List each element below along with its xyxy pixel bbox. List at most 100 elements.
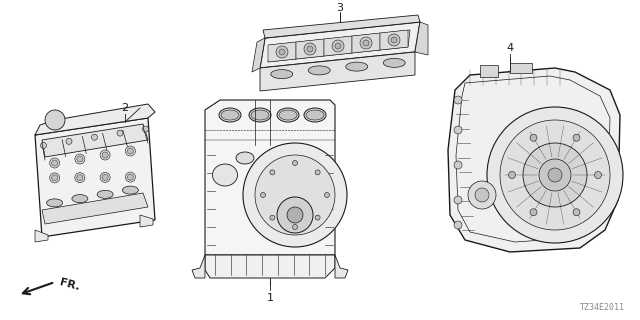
Circle shape <box>530 209 537 216</box>
Ellipse shape <box>221 110 239 120</box>
Circle shape <box>277 197 313 233</box>
Ellipse shape <box>212 164 237 186</box>
Polygon shape <box>260 22 420 68</box>
Polygon shape <box>205 255 335 278</box>
Circle shape <box>573 134 580 141</box>
Polygon shape <box>42 193 148 224</box>
Circle shape <box>315 170 320 175</box>
Circle shape <box>100 172 110 182</box>
Circle shape <box>332 40 344 52</box>
Circle shape <box>304 43 316 55</box>
Circle shape <box>391 37 397 43</box>
Circle shape <box>279 49 285 55</box>
Circle shape <box>127 148 133 154</box>
Polygon shape <box>192 255 205 278</box>
Text: 4: 4 <box>506 43 513 53</box>
Circle shape <box>50 173 60 183</box>
Polygon shape <box>335 255 348 278</box>
Ellipse shape <box>279 110 297 120</box>
Ellipse shape <box>219 108 241 122</box>
Polygon shape <box>263 15 420 38</box>
Ellipse shape <box>122 186 138 194</box>
Polygon shape <box>252 38 265 72</box>
Polygon shape <box>140 215 153 227</box>
Circle shape <box>388 34 400 46</box>
Polygon shape <box>205 100 335 255</box>
Bar <box>480 65 498 77</box>
Ellipse shape <box>251 110 269 120</box>
Circle shape <box>77 175 83 180</box>
Circle shape <box>454 126 462 134</box>
Circle shape <box>454 161 462 169</box>
Circle shape <box>595 172 602 179</box>
Circle shape <box>276 46 288 58</box>
Circle shape <box>270 170 275 175</box>
Circle shape <box>102 174 108 180</box>
Text: FR.: FR. <box>58 277 81 292</box>
Polygon shape <box>35 104 155 135</box>
Circle shape <box>45 110 65 130</box>
Ellipse shape <box>346 62 368 71</box>
Ellipse shape <box>72 195 88 203</box>
Circle shape <box>287 207 303 223</box>
Circle shape <box>548 168 562 182</box>
Circle shape <box>100 150 110 160</box>
Circle shape <box>52 160 58 166</box>
Circle shape <box>92 134 97 140</box>
Ellipse shape <box>97 190 113 198</box>
Circle shape <box>454 196 462 204</box>
Circle shape <box>360 37 372 49</box>
Circle shape <box>500 120 610 230</box>
Circle shape <box>52 175 58 181</box>
Circle shape <box>117 130 123 136</box>
Text: 2: 2 <box>122 103 129 113</box>
Polygon shape <box>380 30 408 50</box>
Circle shape <box>307 46 313 52</box>
Ellipse shape <box>47 199 63 207</box>
Polygon shape <box>296 39 324 59</box>
Ellipse shape <box>277 108 299 122</box>
Circle shape <box>363 40 369 46</box>
Circle shape <box>324 193 330 197</box>
Polygon shape <box>42 124 148 157</box>
Circle shape <box>77 156 83 162</box>
Circle shape <box>539 159 571 191</box>
Circle shape <box>125 172 136 182</box>
Bar <box>510 63 532 73</box>
Ellipse shape <box>236 152 254 164</box>
Circle shape <box>292 225 298 229</box>
Circle shape <box>143 126 148 132</box>
Circle shape <box>243 143 347 247</box>
Circle shape <box>315 215 320 220</box>
Circle shape <box>573 209 580 216</box>
Circle shape <box>509 172 515 179</box>
Circle shape <box>292 161 298 165</box>
Polygon shape <box>324 36 352 56</box>
Polygon shape <box>415 22 428 55</box>
Circle shape <box>454 96 462 104</box>
Polygon shape <box>268 42 296 62</box>
Circle shape <box>475 188 489 202</box>
Polygon shape <box>35 230 48 242</box>
Circle shape <box>255 155 335 235</box>
Ellipse shape <box>383 58 405 68</box>
Circle shape <box>468 181 496 209</box>
Polygon shape <box>352 33 380 53</box>
Polygon shape <box>448 68 620 252</box>
Text: 3: 3 <box>337 3 344 13</box>
Ellipse shape <box>308 66 330 75</box>
Circle shape <box>75 154 85 164</box>
Text: 1: 1 <box>266 293 273 303</box>
Polygon shape <box>260 52 415 91</box>
Ellipse shape <box>249 108 271 122</box>
Ellipse shape <box>306 110 324 120</box>
Ellipse shape <box>271 70 292 79</box>
Polygon shape <box>35 118 155 237</box>
Text: TZ34E2011: TZ34E2011 <box>580 303 625 312</box>
Circle shape <box>260 193 266 197</box>
Circle shape <box>530 134 537 141</box>
Circle shape <box>127 174 133 180</box>
Circle shape <box>523 143 587 207</box>
Circle shape <box>75 172 85 183</box>
Circle shape <box>66 138 72 144</box>
